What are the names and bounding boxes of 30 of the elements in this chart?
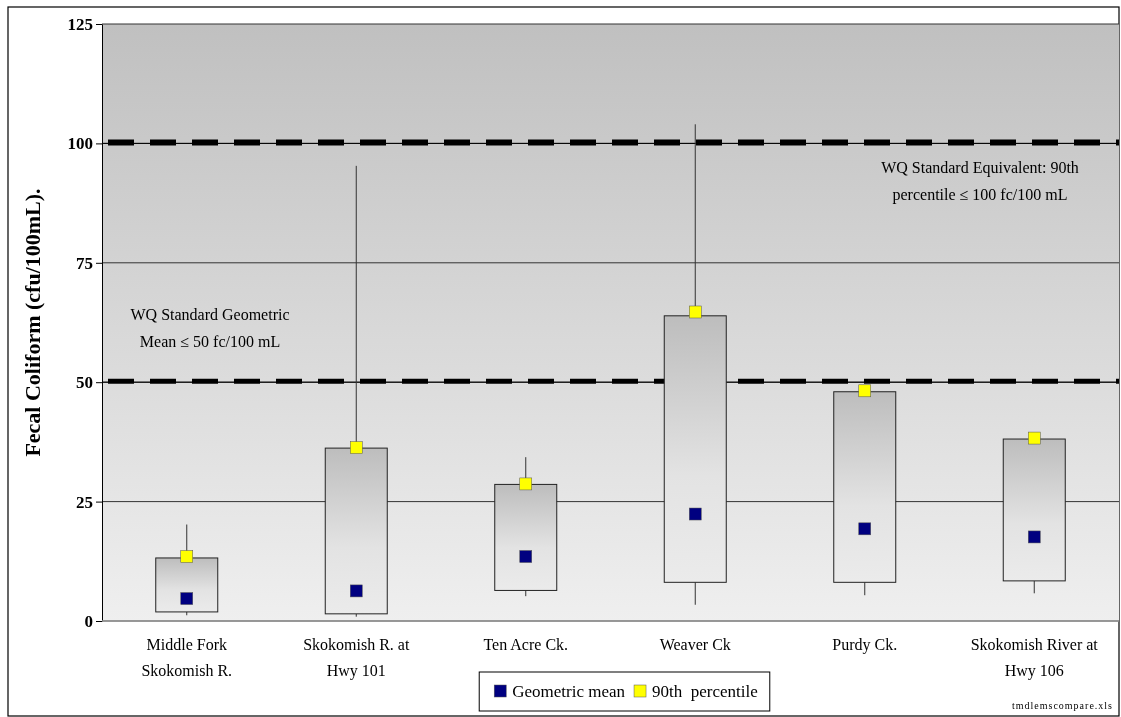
text: tmdlemscompare.xls <box>1011 700 1113 711</box>
x-tick-label: Skokomish River at Hwy 106 <box>970 636 1099 680</box>
ref-line-label: WQ Standard Geometric Mean ≤ 50 fc/100 mL <box>130 306 290 351</box>
point <box>180 550 193 563</box>
point <box>519 550 532 563</box>
x-tick-label: Ten Acre Ck. <box>483 636 569 653</box>
y-axis-title: Fecal Coliform (cfu/100mL). <box>20 188 45 457</box>
point <box>858 384 871 398</box>
point <box>180 592 193 605</box>
x-tick-label: Weaver Ck <box>659 636 731 653</box>
y-tick-label: 25 <box>76 492 93 512</box>
point <box>858 522 871 536</box>
y-tick-label: 75 <box>76 253 93 273</box>
y-tick-label: 100 <box>67 134 93 154</box>
point <box>519 477 532 491</box>
y-tick-label: 0 <box>84 611 93 631</box>
x-tick-label: Skokomish R. at Hwy 101 <box>303 636 410 680</box>
x-tick-label: Purdy Ck. <box>832 636 898 654</box>
ref-line-label: WQ Standard Equivalent: 90th percentile ≤ 100 fc/100 mL <box>881 159 1079 205</box>
point <box>1028 431 1041 445</box>
legend-label: 90th percentile <box>652 682 758 701</box>
point <box>689 507 702 521</box>
point <box>689 305 702 319</box>
point <box>350 441 363 454</box>
x-tick-label: Middle Fork Skokomish R. <box>141 636 233 679</box>
legend-label: Geometric mean <box>512 682 626 701</box>
point <box>1028 530 1041 544</box>
y-tick-label: 125 <box>67 14 93 34</box>
point <box>350 584 363 598</box>
y-tick-label: 50 <box>76 373 93 393</box>
